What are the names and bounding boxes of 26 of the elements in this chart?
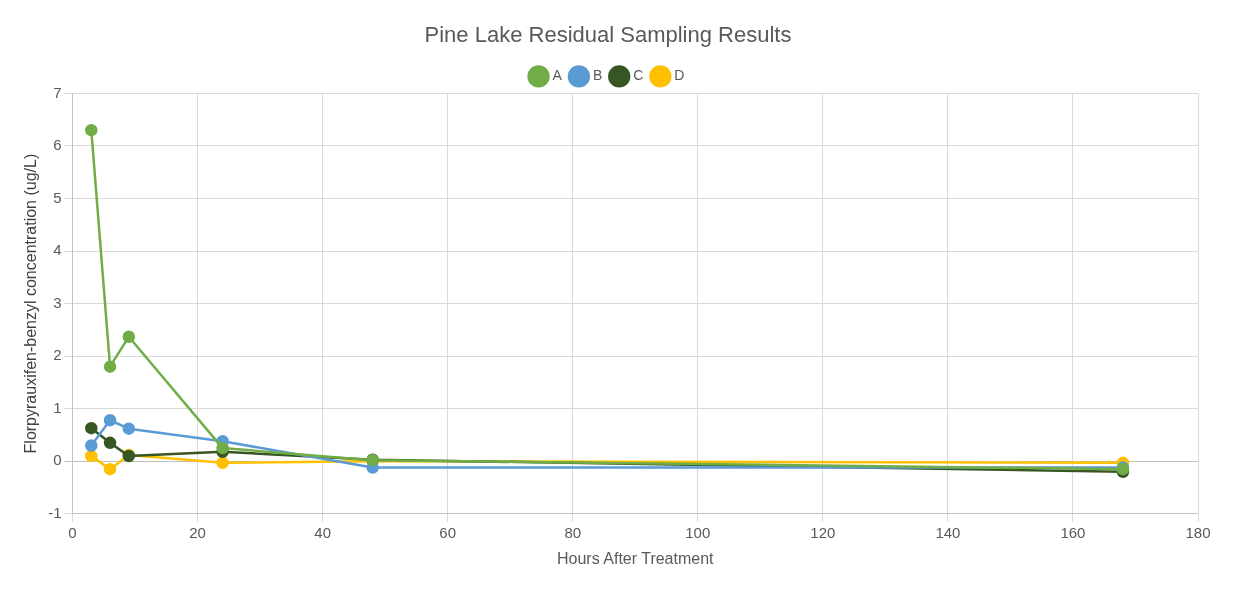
legend-label: D — [674, 67, 685, 84]
x-tick-label: 100 — [685, 523, 711, 541]
y-tick-label: 7 — [53, 83, 62, 101]
legend-label: B — [592, 67, 603, 84]
y-tick-label: -1 — [48, 503, 62, 521]
x-tick-label: 160 — [1060, 523, 1086, 541]
y-tick-label: 6 — [53, 136, 62, 154]
x-tick-label: 80 — [564, 523, 582, 541]
y-tick-label: 2 — [53, 346, 62, 364]
legend-label: C — [633, 67, 644, 84]
chart-title: Pine Lake Residual Sampling Results — [424, 22, 792, 48]
y-tick-label: 4 — [53, 241, 62, 259]
x-tick-label: 180 — [1185, 523, 1211, 541]
x-tick-label: 0 — [68, 523, 77, 541]
x-axis-title: Hours After Treatment — [557, 549, 715, 567]
x-tick-label: 20 — [189, 523, 206, 541]
y-tick-label: 0 — [53, 451, 62, 469]
y-tick-label: 1 — [53, 398, 62, 416]
x-tick-label: 120 — [810, 523, 836, 541]
x-tick-label: 60 — [439, 523, 457, 541]
y-axis-title: Florpyrauxifen-benzyl concentration (ug/L) — [22, 153, 40, 454]
x-tick-label: 40 — [314, 523, 331, 541]
y-tick-label: 3 — [53, 293, 62, 311]
legend-label: A — [552, 67, 563, 84]
x-tick-label: 140 — [935, 523, 961, 541]
y-tick-label: 5 — [53, 188, 62, 206]
